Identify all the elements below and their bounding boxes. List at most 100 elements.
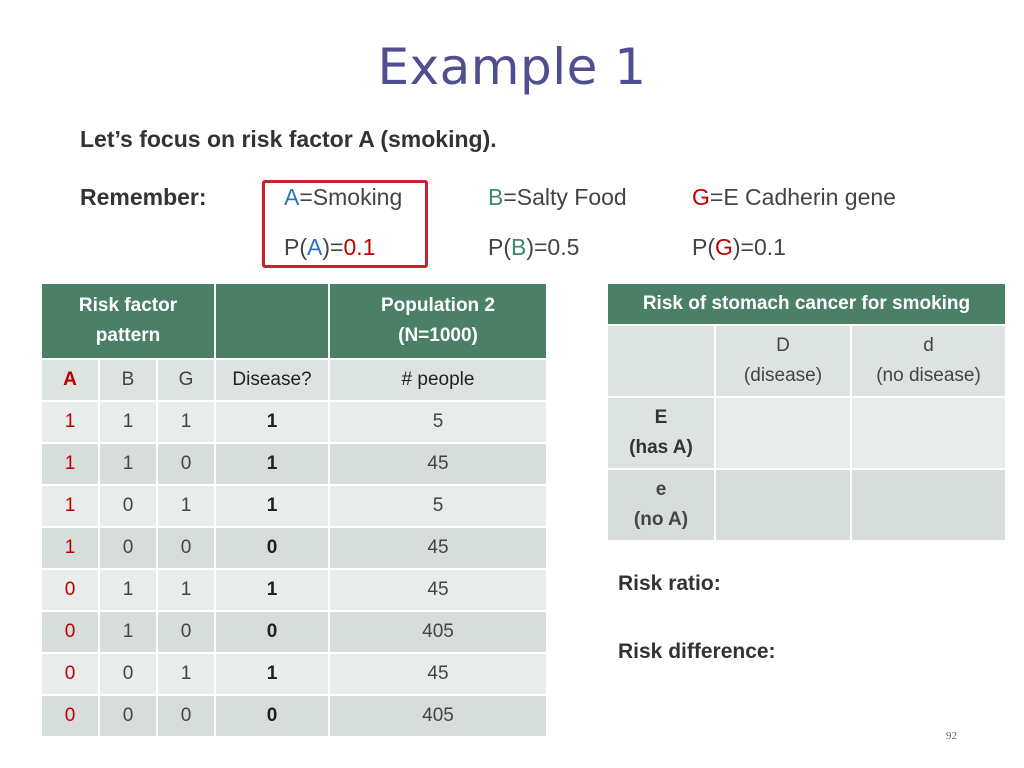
cell-people: 45 xyxy=(328,568,548,612)
table-row: 1 1 0 1 45 xyxy=(40,442,548,486)
cell-G: 1 xyxy=(156,484,216,528)
header-empty xyxy=(214,282,330,360)
col-header-disease: Disease? xyxy=(214,358,330,402)
pB-letter: B xyxy=(511,234,527,260)
cell-B: 0 xyxy=(98,694,158,738)
cell-A: 0 xyxy=(40,610,100,654)
cell-G: 0 xyxy=(156,526,216,570)
risk-row-E: E (has A) xyxy=(606,396,716,470)
cell-A: 0 xyxy=(40,652,100,696)
risk-difference-label: Risk difference: xyxy=(618,640,776,663)
table-row: 0 0 1 1 45 xyxy=(40,652,548,696)
row-e-line2: (no A) xyxy=(633,509,689,530)
letter-G: G xyxy=(692,184,710,210)
cell-e-d[interactable] xyxy=(850,468,1007,542)
cell-disease: 1 xyxy=(214,568,330,612)
cell-B: 1 xyxy=(98,610,158,654)
slide-title: Example 1 xyxy=(377,38,647,96)
cell-disease: 1 xyxy=(214,484,330,528)
remember-label: Remember: xyxy=(80,184,207,210)
cell-B: 0 xyxy=(98,484,158,528)
cell-B: 1 xyxy=(98,400,158,444)
header-pop-line1: Population 2 xyxy=(381,295,495,316)
probability-G: P(G)=0.1 xyxy=(692,234,786,261)
pA-value: 0.1 xyxy=(343,234,376,260)
risk-col-D: D (disease) xyxy=(714,324,852,398)
letter-A: A xyxy=(284,184,300,210)
cell-disease: 0 xyxy=(214,610,330,654)
table-row: 1 0 1 1 5 xyxy=(40,484,548,528)
focus-statement: Let’s focus on risk factor A (smoking). xyxy=(80,126,497,152)
cell-A: 1 xyxy=(40,484,100,528)
col-header-people: # people xyxy=(328,358,548,402)
cell-A: 0 xyxy=(40,694,100,738)
cell-B: 0 xyxy=(98,652,158,696)
col-D-line2: (disease) xyxy=(743,365,823,386)
cell-B: 1 xyxy=(98,568,158,612)
cell-people: 5 xyxy=(328,400,548,444)
col-header-A: A xyxy=(40,358,100,402)
cell-disease: 0 xyxy=(214,694,330,738)
cell-people: 405 xyxy=(328,610,548,654)
page-number: 92 xyxy=(946,730,957,742)
cell-people: 5 xyxy=(328,484,548,528)
row-E-line2: (has A) xyxy=(629,437,693,458)
header-pattern-line1: Risk factor xyxy=(78,295,178,316)
cell-G: 1 xyxy=(156,652,216,696)
pA-open: P( xyxy=(284,234,307,260)
cell-e-D[interactable] xyxy=(714,468,852,542)
col-header-G: G xyxy=(156,358,216,402)
risk-corner-cell xyxy=(606,324,716,398)
definition-A: A=Smoking xyxy=(284,184,402,211)
risk-table: Risk of stomach cancer for smoking D (di… xyxy=(606,282,1007,542)
definition-B-text: =Salty Food xyxy=(503,184,627,210)
cell-E-d[interactable] xyxy=(850,396,1007,470)
row-e-line1: e xyxy=(655,479,667,500)
table-row: 1 0 0 0 45 xyxy=(40,526,548,570)
header-population: Population 2 (N=1000) xyxy=(328,282,548,360)
definition-G: G=E Cadherin gene xyxy=(692,184,896,211)
cell-E-D[interactable] xyxy=(714,396,852,470)
cell-A: 1 xyxy=(40,526,100,570)
table-row: 0 0 0 0 405 xyxy=(40,694,548,738)
col-header-B: B xyxy=(98,358,158,402)
cell-G: 0 xyxy=(156,610,216,654)
probability-A: P(A)=0.1 xyxy=(284,234,375,261)
col-d-line2: (no disease) xyxy=(876,365,981,386)
risk-ratio-label: Risk ratio: xyxy=(618,572,721,595)
pA-mid: )= xyxy=(322,234,344,260)
pB-open: P( xyxy=(488,234,511,260)
table-row: 0 1 1 1 45 xyxy=(40,568,548,612)
cell-disease: 1 xyxy=(214,442,330,486)
cell-people: 45 xyxy=(328,526,548,570)
definition-G-text: =E Cadherin gene xyxy=(709,184,896,210)
pG-open: P( xyxy=(692,234,715,260)
population-table: Risk factor pattern Population 2 (N=1000… xyxy=(40,282,548,738)
cell-people: 45 xyxy=(328,442,548,486)
letter-B: B xyxy=(488,184,504,210)
cell-A: 0 xyxy=(40,568,100,612)
definition-A-text: =Smoking xyxy=(299,184,403,210)
cell-G: 1 xyxy=(156,400,216,444)
cell-A: 1 xyxy=(40,400,100,444)
table-row: 0 1 0 0 405 xyxy=(40,610,548,654)
pA-letter: A xyxy=(307,234,323,260)
risk-row-e: e (no A) xyxy=(606,468,716,542)
highlight-box xyxy=(262,180,428,268)
cell-disease: 1 xyxy=(214,652,330,696)
column-header-row: A B G Disease? # people xyxy=(40,358,548,402)
cell-people: 45 xyxy=(328,652,548,696)
cell-G: 0 xyxy=(156,694,216,738)
col-d-line1: d xyxy=(923,335,934,356)
header-pop-line2: (N=1000) xyxy=(398,325,478,346)
cell-B: 1 xyxy=(98,442,158,486)
cell-G: 0 xyxy=(156,442,216,486)
cell-people: 405 xyxy=(328,694,548,738)
probability-B: P(B)=0.5 xyxy=(488,234,579,261)
cell-A: 1 xyxy=(40,442,100,486)
table-row: 1 1 1 1 5 xyxy=(40,400,548,444)
cell-G: 1 xyxy=(156,568,216,612)
row-E-line1: E xyxy=(654,407,668,428)
cell-disease: 0 xyxy=(214,526,330,570)
risk-table-title: Risk of stomach cancer for smoking xyxy=(606,282,1007,326)
